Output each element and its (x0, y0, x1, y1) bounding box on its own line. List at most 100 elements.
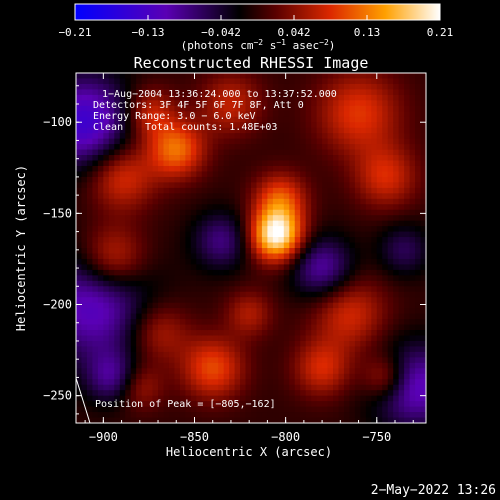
heatmap-cell (267, 313, 274, 320)
heatmap-cell (305, 291, 312, 298)
heatmap-cell (207, 373, 214, 380)
heatmap-cell (234, 390, 241, 397)
heatmap-cell (420, 176, 426, 183)
heatmap-cell (382, 362, 389, 369)
heatmap-cell (300, 89, 307, 96)
heatmap-cell (420, 379, 426, 386)
heatmap-cell (267, 373, 274, 380)
heatmap-cell (338, 280, 345, 287)
heatmap-cell (333, 401, 339, 407)
heatmap-cell (272, 351, 279, 358)
heatmap-cell (382, 78, 389, 85)
heatmap-cell (196, 395, 203, 402)
heatmap-cell (256, 335, 263, 342)
heatmap-cell (141, 220, 148, 227)
heatmap-cell (338, 73, 345, 79)
heatmap-cell (354, 351, 361, 358)
heatmap-cell (152, 368, 159, 375)
heatmap-cell (108, 231, 115, 238)
heatmap-cell (267, 258, 274, 265)
heatmap-cell (92, 133, 99, 140)
heatmap-cell (382, 116, 389, 123)
heatmap-cell (409, 155, 416, 161)
heatmap-cell (141, 105, 148, 112)
heatmap-cell (316, 286, 323, 293)
heatmap-cell (174, 122, 181, 129)
heatmap-cell (327, 231, 334, 238)
heatmap-cell (278, 379, 285, 386)
heatmap-cell (333, 330, 339, 336)
heatmap-cell (376, 373, 383, 380)
heatmap-cell (125, 390, 132, 397)
heatmap-cell (163, 297, 170, 304)
heatmap-cell (92, 412, 99, 418)
heatmap-cell (300, 412, 307, 418)
heatmap-cell (185, 122, 192, 129)
heatmap-cell (201, 215, 208, 222)
heatmap-cell (289, 324, 296, 331)
heatmap-cell (108, 127, 115, 134)
heatmap-cell (371, 226, 378, 232)
heatmap-cell (376, 351, 383, 358)
heatmap-cell (360, 269, 367, 276)
heatmap-cell (174, 258, 181, 265)
heatmap-cell (245, 220, 252, 227)
heatmap-cell (229, 308, 235, 315)
heatmap-cell (256, 346, 263, 353)
heatmap-cell (218, 176, 225, 183)
heatmap-cell (343, 313, 350, 320)
heatmap-cell (333, 73, 339, 79)
heatmap-cell (316, 237, 323, 243)
heatmap-cell (283, 144, 290, 150)
heatmap-cell (333, 144, 339, 150)
heatmap-cell (158, 78, 164, 85)
heatmap-cell (387, 220, 394, 227)
heatmap-cell (240, 176, 246, 183)
heatmap-cell (338, 335, 345, 342)
heatmap-cell (108, 368, 115, 375)
heatmap-cell (300, 105, 307, 112)
heatmap-cell (240, 373, 246, 380)
heatmap-cell (272, 198, 279, 205)
heatmap-cell (300, 362, 307, 369)
heatmap-cell (201, 313, 208, 320)
heatmap-cell (119, 226, 126, 232)
heatmap-cell (289, 231, 296, 238)
heatmap-cell (97, 248, 104, 254)
heatmap-cell (256, 357, 263, 364)
heatmap-cell (409, 258, 416, 265)
heatmap-cell (86, 155, 93, 161)
heatmap-cell (136, 357, 143, 364)
heatmap-cell (114, 357, 121, 364)
heatmap-cell (365, 362, 372, 369)
heatmap-cell (409, 412, 416, 418)
heatmap-cell (119, 302, 126, 309)
heatmap-cell (322, 105, 328, 112)
heatmap-cell (218, 258, 225, 265)
heatmap-cell (245, 160, 252, 167)
heatmap-cell (114, 94, 121, 101)
heatmap-cell (393, 160, 400, 167)
heatmap-cell (305, 253, 312, 260)
heatmap-cell (333, 182, 339, 189)
heatmap-cell (420, 401, 426, 407)
heatmap-cell (382, 368, 389, 375)
heatmap-cell (218, 280, 225, 287)
heatmap-cell (223, 209, 230, 216)
heatmap-cell (136, 73, 143, 79)
heatmap-cell (190, 395, 197, 402)
colorbar-tick-label: 0.042 (277, 26, 310, 39)
heatmap-cell (311, 248, 318, 254)
heatmap-cell (130, 237, 137, 243)
heatmap-cell (86, 187, 93, 194)
heatmap-cell (97, 406, 104, 413)
heatmap-cell (240, 94, 246, 101)
heatmap-cell (289, 362, 296, 369)
heatmap-cell (278, 248, 285, 254)
heatmap-cell (382, 242, 389, 249)
heatmap-cell (398, 220, 405, 227)
heatmap-cell (141, 384, 148, 391)
heatmap-cell (114, 417, 121, 423)
heatmap-cell (398, 193, 405, 200)
heatmap-cell (201, 226, 208, 232)
